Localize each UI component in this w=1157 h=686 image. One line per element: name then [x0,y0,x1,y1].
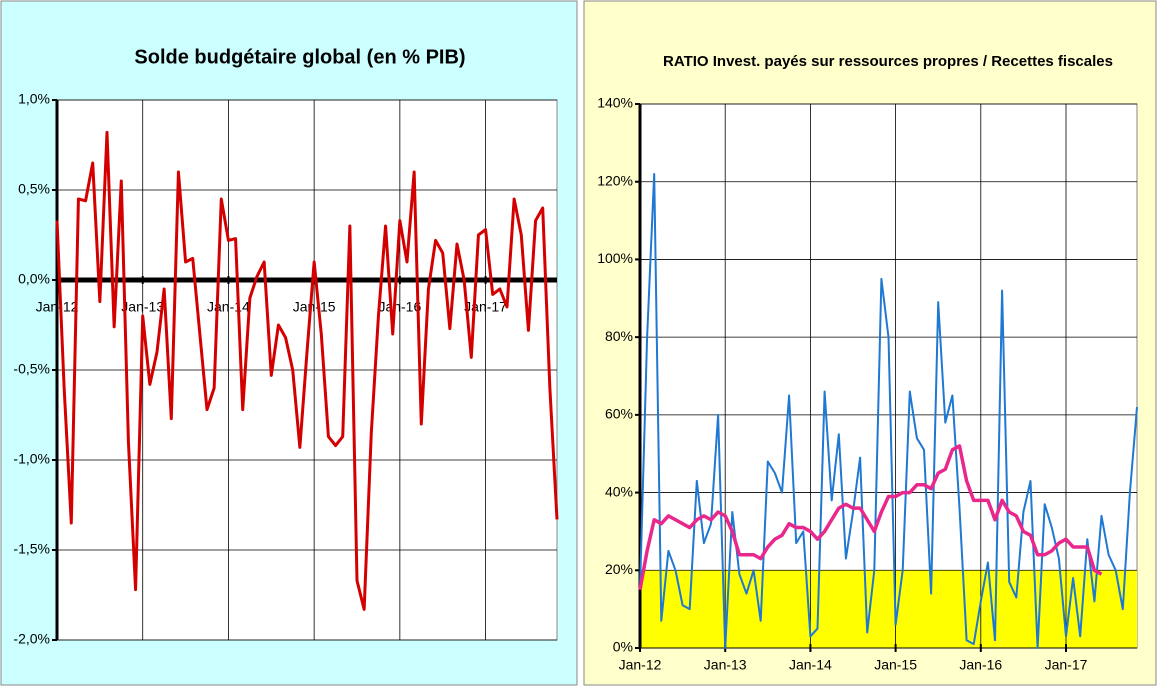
x-tick-label: Jan-13 [121,299,164,315]
y-tick-label: 120% [597,172,633,188]
y-tick-label: -1,0% [13,451,50,467]
y-tick-label: -2,0% [13,631,50,647]
x-tick-label: Jan-14 [789,657,832,673]
y-tick-label: 0,0% [18,271,50,287]
x-tick-label: Jan-17 [1045,657,1088,673]
y-tick-label: 20% [605,561,633,577]
y-tick-label: -1,5% [13,541,50,557]
y-tick-label: 80% [605,328,633,344]
x-tick-label: Jan-12 [619,657,662,673]
x-tick-label: Jan-17 [464,299,507,315]
line-series [639,172,1138,649]
x-tick-label: Jan-14 [207,299,250,315]
line-series [638,444,1103,591]
x-tick-label: Jan-13 [704,657,747,673]
x-tick-label: Jan-15 [874,657,917,673]
y-tick-label: -0,5% [13,361,50,377]
line-series [55,130,559,611]
y-tick-label: 0,5% [18,181,50,197]
chart-title: Solde budgétaire global (en % PIB) [134,46,465,68]
y-tick-label: 40% [605,483,633,499]
y-tick-label: 60% [605,406,633,422]
y-tick-label: 1,0% [18,91,50,107]
y-tick-label: 140% [597,95,633,111]
chart-title: RATIO Invest. payés sur ressources propr… [663,53,1113,70]
x-tick-label: Jan-16 [959,657,1002,673]
x-tick-label: Jan-16 [378,299,421,315]
threshold-band [640,570,1137,648]
y-tick-label: 0% [613,639,633,655]
y-tick-label: 100% [597,250,633,266]
x-tick-label: Jan-15 [293,299,336,315]
